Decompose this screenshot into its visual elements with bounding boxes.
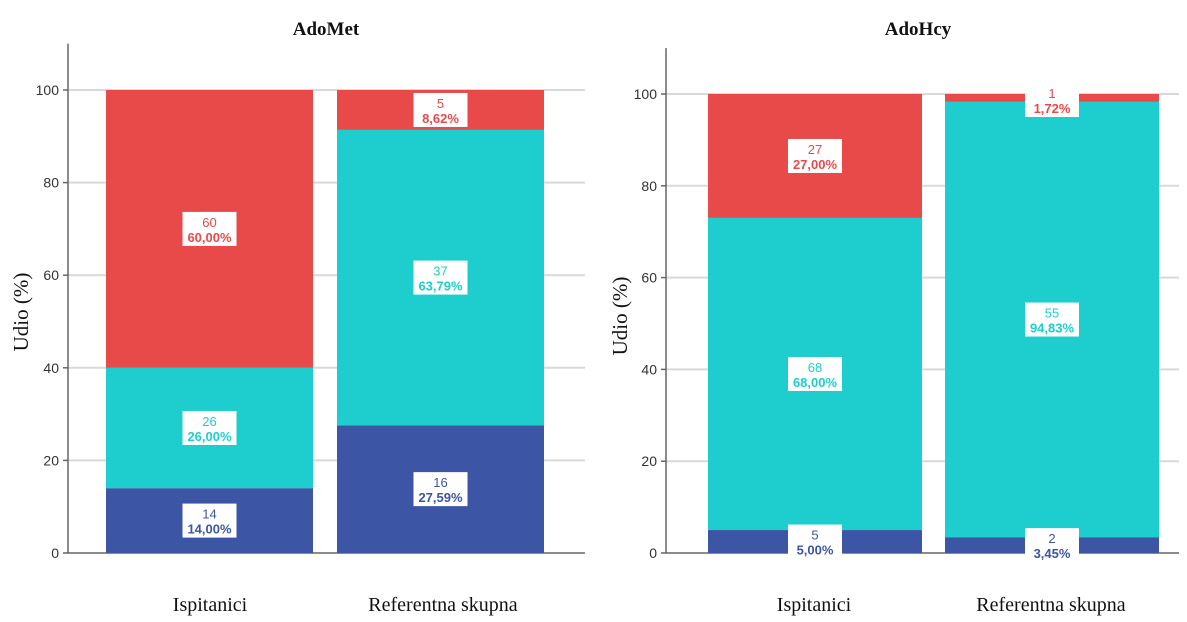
data-label-percent: 63,79% — [418, 279, 463, 294]
data-label: 23,45% — [1025, 528, 1079, 563]
data-label-count: 26 — [202, 414, 216, 429]
chart-panel-adohcy: 0 20 40 60 80 100 AdoHcy Udio (%) Ispitanici Refe… — [594, 0, 1187, 617]
data-label-count: 68 — [808, 360, 822, 375]
data-label-box — [182, 410, 237, 445]
chart-panel-adomet: 0 20 40 60 80 100 AdoMet Udio (%) Ispitanici Refe… — [0, 0, 594, 617]
data-label-box — [413, 472, 468, 507]
data-label-box — [1025, 302, 1079, 337]
chart-title: AdoMet — [293, 19, 360, 40]
y-tick-label: 0 — [51, 545, 59, 561]
data-label-percent: 8,62% — [422, 111, 459, 126]
data-label-box — [788, 524, 842, 559]
data-label-box — [788, 356, 842, 391]
x-tick-label: Ispitanici — [777, 594, 852, 616]
data-label-percent: 60,00% — [187, 230, 232, 245]
data-label-box — [182, 211, 237, 246]
data-label: 58,62% — [413, 92, 468, 127]
data-label-percent: 27,59% — [418, 490, 463, 505]
data-label-percent: 1,72% — [1034, 101, 1071, 116]
data-label-count: 37 — [433, 264, 447, 279]
y-tick-label: 40 — [641, 361, 657, 377]
data-label-percent: 26,00% — [187, 429, 232, 444]
y-axis-label: Udio (%) — [9, 273, 33, 352]
data-label-count: 5 — [437, 96, 444, 111]
y-tick-label: 40 — [43, 360, 59, 376]
chart-adohcy: 0 20 40 60 80 100 AdoHcy Udio (%) Ispitanici Refe… — [608, 19, 1179, 616]
data-label-box — [788, 138, 842, 173]
data-label-box — [413, 260, 468, 295]
y-axis-label: Udio (%) — [608, 277, 632, 356]
y-tick-label: 100 — [634, 86, 658, 102]
chart-adomet: 0 20 40 60 80 100 AdoMet Udio (%) Ispitanici Refe… — [9, 19, 585, 616]
chart-title: AdoHcy — [885, 19, 952, 40]
data-label-count: 60 — [202, 215, 216, 230]
data-label-count: 1 — [1048, 86, 1055, 101]
data-label-percent: 14,00% — [187, 522, 232, 537]
data-label-count: 55 — [1045, 306, 1059, 321]
data-label-box — [182, 503, 237, 538]
y-tick-label: 100 — [36, 82, 60, 98]
data-label-percent: 27,00% — [793, 157, 838, 172]
data-label-percent: 68,00% — [793, 375, 838, 390]
data-label-percent: 94,83% — [1030, 321, 1075, 336]
x-tick-label: Referentna skupna — [368, 594, 518, 616]
data-label-box — [1025, 83, 1079, 117]
data-label-count: 2 — [1048, 531, 1055, 546]
x-tick-label: Referentna skupna — [976, 594, 1126, 616]
data-label-count: 27 — [808, 142, 822, 157]
data-label-count: 16 — [433, 475, 447, 490]
data-label-box — [1025, 528, 1079, 563]
y-tick-label: 0 — [649, 545, 657, 561]
data-label: 11,72% — [1025, 83, 1079, 117]
x-tick-label: Ispitanici — [173, 594, 248, 616]
data-label-box — [413, 92, 468, 127]
y-tick-label: 60 — [641, 270, 657, 286]
data-label-percent: 3,45% — [1034, 546, 1071, 561]
y-tick-label: 80 — [641, 178, 657, 194]
y-tick-label: 80 — [43, 175, 59, 191]
data-label-count: 5 — [811, 528, 818, 543]
y-tick-label: 20 — [641, 453, 657, 469]
y-tick-label: 20 — [43, 452, 59, 468]
data-label-percent: 5,00% — [797, 543, 834, 558]
data-label-count: 14 — [202, 507, 216, 522]
y-tick-label: 60 — [43, 267, 59, 283]
data-label: 55,00% — [788, 524, 842, 559]
